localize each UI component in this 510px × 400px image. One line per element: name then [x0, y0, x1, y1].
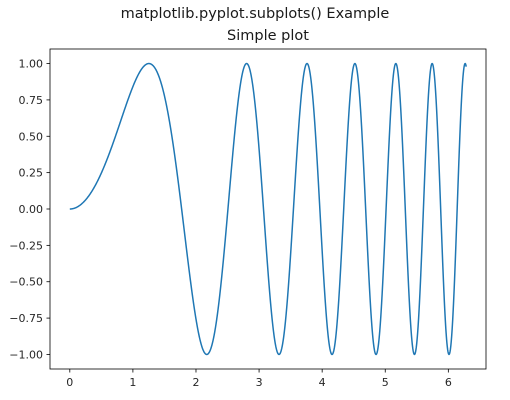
y-tick-label: 0.25 [19, 167, 44, 180]
x-axis: 0 1 2 3 4 5 6 [66, 369, 452, 389]
x-tick-label: 5 [382, 376, 389, 389]
y-tick-label: −0.50 [9, 276, 43, 289]
plot-area [69, 62, 467, 356]
y-tick-label: 0.50 [19, 130, 44, 143]
figure-suptitle: matplotlib.pyplot.subplots() Example [120, 6, 390, 22]
x-tick-label: 4 [319, 376, 326, 389]
x-tick-label: 6 [445, 376, 452, 389]
y-tick-label: −0.25 [9, 239, 43, 252]
axes-frame [49, 48, 487, 370]
y-tick-label: 0.00 [19, 203, 44, 216]
x-tick-label: 2 [192, 376, 199, 389]
x-tick-label: 1 [129, 376, 136, 389]
x-tick-label: 3 [256, 376, 263, 389]
y-tick-label: 1.00 [19, 58, 44, 71]
x-tick-label: 0 [66, 376, 73, 389]
axes-title: Simple plot [227, 28, 309, 44]
y-tick-label: 0.75 [19, 94, 44, 107]
y-tick-label: −0.75 [9, 312, 43, 325]
y-tick-label: −1.00 [9, 348, 43, 361]
series-line [69, 62, 467, 356]
y-axis: 1.00 0.75 0.50 0.25 0.00 −0.25 −0.50 −0.75 −1.00 [9, 58, 50, 361]
